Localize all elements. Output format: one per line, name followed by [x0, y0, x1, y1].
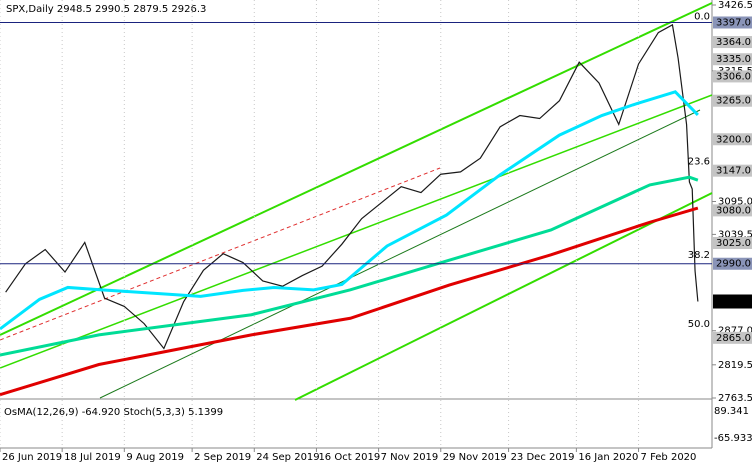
level-box — [713, 94, 752, 107]
y-tick-label: 2877.0 — [718, 326, 752, 337]
level-box — [713, 236, 752, 249]
level-box — [713, 164, 752, 177]
x-tick-label: 26 Jun 2019 — [2, 452, 62, 463]
level-label: 3200.0 — [716, 134, 751, 145]
x-tick-label: 16 Oct 2019 — [318, 452, 380, 463]
level-label: 2865.0 — [716, 333, 751, 344]
chart-title: SPX,Daily 2948.5 2990.5 2879.5 2926.3 — [6, 4, 206, 15]
y-tick-label: 3039.5 — [718, 229, 752, 240]
x-tick-label: 24 Sep 2019 — [256, 452, 319, 463]
level-label: 3025.0 — [716, 238, 751, 249]
oscillator-tick: -65.933 — [714, 433, 752, 444]
level-label: 3364.0 — [716, 37, 751, 48]
x-tick-label: 7 Feb 2020 — [641, 452, 697, 463]
level-box — [713, 53, 752, 66]
y-tick-label: 2763.5 — [718, 393, 752, 404]
level-label: 3147.0 — [716, 166, 751, 177]
trend-line — [99, 109, 701, 399]
level-label: 3335.0 — [716, 54, 751, 65]
trend-lines — [0, 2, 713, 401]
x-tick-label: 23 Dec 2019 — [511, 452, 575, 463]
fib-label: 0.0 — [694, 11, 710, 22]
level-label: 3306.0 — [716, 71, 751, 82]
fib-label: 38.2 — [688, 250, 710, 261]
x-tick-label: 16 Jan 2020 — [578, 452, 638, 463]
x-tick-label: 7 Nov 2019 — [381, 452, 439, 463]
last-price-label: 2926.3 — [716, 296, 751, 307]
fib-label: 23.6 — [688, 157, 710, 168]
oscillator-tick: 89.341 — [714, 406, 749, 417]
y-tick-label: 3426.5 — [718, 0, 752, 11]
x-tick-label: 18 Jul 2019 — [64, 452, 121, 463]
level-box — [713, 133, 752, 146]
moving-average — [0, 175, 699, 357]
oscillator-label: OsMA(12,26,9) -64.920 Stoch(5,3,3) 5.139… — [4, 407, 223, 418]
fib-label: 50.0 — [688, 319, 710, 330]
channel-line — [294, 192, 713, 401]
level-box — [713, 70, 752, 83]
x-tick-label: 2 Sep 2019 — [194, 452, 251, 463]
channel-line — [0, 94, 713, 369]
last-price-box — [713, 294, 752, 309]
level-label: 3080.0 — [716, 205, 751, 216]
level-label: 2990.0 — [716, 259, 751, 270]
moving-average — [0, 206, 699, 397]
x-tick-label: 29 Nov 2019 — [443, 452, 507, 463]
moving-average — [0, 90, 699, 331]
level-box — [713, 257, 752, 270]
y-tick-label: 3095.0 — [718, 197, 752, 208]
price-line — [5, 23, 699, 350]
channel-line — [0, 2, 713, 336]
level-box — [713, 204, 752, 217]
level-box — [713, 16, 752, 29]
level-box — [713, 331, 752, 344]
x-tick-label: 9 Aug 2019 — [126, 452, 184, 463]
level-label: 3265.0 — [716, 96, 751, 107]
level-label: 3397.0 — [716, 17, 751, 28]
trend-line — [0, 167, 441, 341]
y-tick-label: 2819.5 — [718, 360, 752, 371]
level-box — [713, 36, 752, 49]
